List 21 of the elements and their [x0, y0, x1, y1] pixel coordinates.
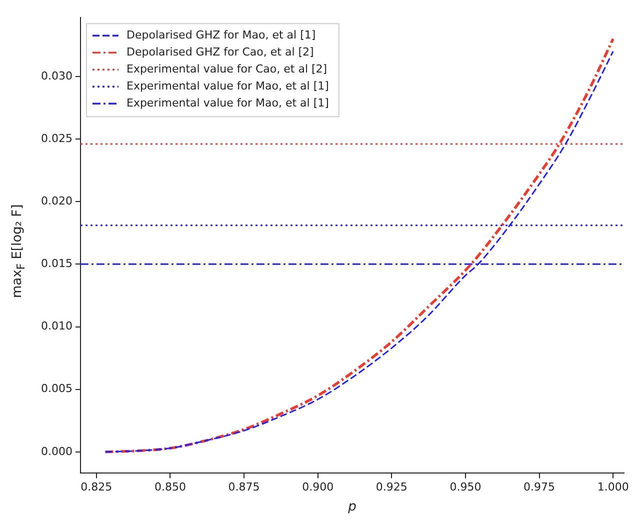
x-tick-label: 0.850: [154, 480, 186, 494]
legend-label: Experimental value for Cao, et al [2]: [126, 62, 328, 76]
x-tick-label: 0.950: [450, 480, 482, 494]
x-tick-label: 1.000: [597, 480, 629, 494]
legend-label: Depolarised GHZ for Cao, et al [2]: [126, 45, 314, 58]
x-tick-label: 0.825: [80, 480, 112, 494]
y-tick-label: 0.000: [40, 444, 72, 458]
legend-label: Experimental value for Mao, et al [1]: [126, 96, 329, 110]
y-tick-label: 0.020: [40, 194, 72, 208]
x-tick-label: 0.975: [524, 480, 556, 494]
y-tick-label: 0.005: [40, 382, 72, 396]
legend-label: Depolarised GHZ for Mao, et al [1]: [126, 28, 316, 42]
x-tick-label: 0.875: [228, 480, 260, 494]
x-tick-label: 0.900: [302, 480, 334, 494]
x-axis-title: p: [347, 500, 356, 515]
legend-label: Experimental value for Mao, et al [1]: [126, 79, 329, 92]
y-tick-label: 0.025: [40, 132, 72, 145]
y-tick-label: 0.010: [40, 320, 72, 333]
x-tick-label: 0.925: [376, 480, 408, 494]
y-tick-label: 0.030: [40, 69, 72, 82]
y-tick-label: 0.015: [40, 257, 72, 270]
